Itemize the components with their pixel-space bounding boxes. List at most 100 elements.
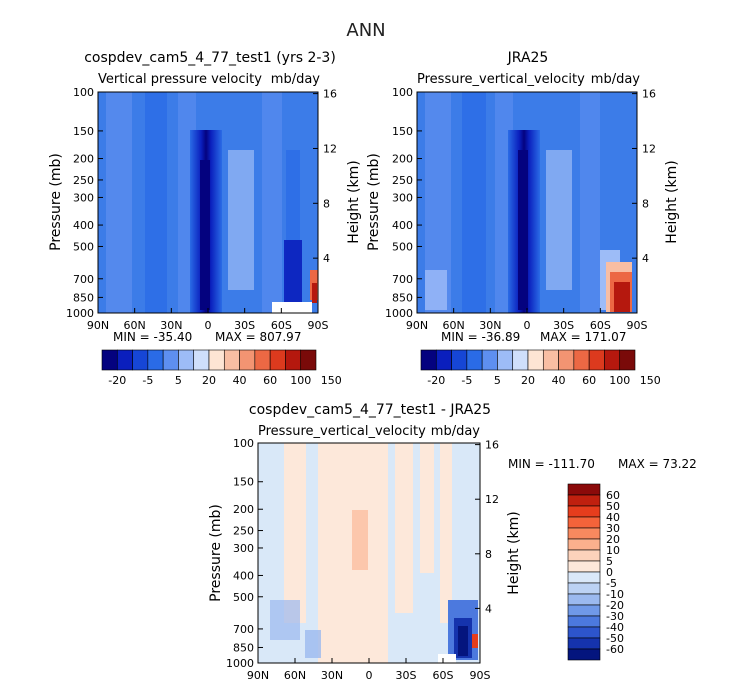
y-tick-label-right: 16	[323, 88, 337, 101]
y-tick-label: 200	[233, 503, 254, 516]
colorbar-swatch	[567, 615, 601, 628]
x-tick-label: 90S	[627, 319, 648, 332]
panel-model-yticks-right: 16 12 8 4	[313, 88, 337, 265]
x-tick-label: 30S	[396, 669, 417, 682]
colorbar-label: 40	[606, 511, 620, 524]
colorbar-swatch	[567, 560, 601, 573]
x-tick-label: 60S	[433, 669, 454, 682]
colorbar-swatch	[269, 349, 286, 371]
panel-obs-colorbar: -20 -5 5 20 40 60 100 150	[420, 349, 661, 387]
colorbar-label: 5	[606, 555, 613, 568]
y-tick-label-right: 8	[642, 197, 649, 210]
colorbar-swatch	[223, 349, 240, 371]
panel-model-max: MAX = 807.97	[215, 330, 301, 344]
colorbar-swatch	[573, 349, 590, 371]
panel-diff-min: MIN = -111.70	[508, 457, 595, 471]
colorbar-swatch	[451, 349, 468, 371]
colorbar-swatch	[567, 549, 601, 562]
panel-diff-yticks-right: 16 12 8 4	[475, 439, 499, 615]
colorbar-swatch	[567, 571, 601, 584]
y-tick-label: 700	[233, 623, 254, 636]
colorbar-label: -20	[427, 374, 445, 387]
y-tick-label: 300	[392, 191, 413, 204]
colorbar-label: 60	[606, 489, 620, 502]
x-tick-label: 60S	[271, 319, 292, 332]
y-tick-label: 700	[392, 273, 413, 286]
panel-diff-ylabel: Pressure (mb)	[208, 504, 224, 602]
x-tick-label: 30N	[321, 669, 343, 682]
y-tick-label-right: 8	[323, 197, 330, 210]
y-tick-label: 250	[233, 525, 254, 538]
panel-obs-subtitle: Pressure_vertical_velocity	[417, 72, 585, 87]
colorbar-swatch	[567, 593, 601, 606]
colorbar-label: 60	[582, 374, 596, 387]
colorbar-swatch	[567, 516, 601, 529]
x-tick-label: 60S	[590, 319, 611, 332]
colorbar-swatch	[178, 349, 195, 371]
colorbar-label: 40	[552, 374, 566, 387]
panel-obs-min: MIN = -36.89	[441, 330, 520, 344]
y-tick-label: 850	[233, 641, 254, 654]
y-tick-label-right: 4	[642, 252, 649, 265]
colorbar-label: -5	[461, 374, 472, 387]
y-tick-label: 850	[392, 291, 413, 304]
y-tick-label: 100	[233, 437, 254, 450]
y-tick-label: 150	[392, 125, 413, 138]
x-tick-label: 30N	[479, 319, 501, 332]
colorbar-label: -5	[606, 577, 617, 590]
panel-diff-ylabel-right: Height (km)	[506, 511, 522, 594]
colorbar-swatch	[619, 349, 636, 371]
y-tick-label-right: 4	[323, 252, 330, 265]
panel-obs-max: MAX = 171.07	[540, 330, 626, 344]
colorbar-swatch	[567, 505, 601, 518]
y-tick-label: 150	[233, 476, 254, 489]
colorbar-label: 100	[609, 374, 630, 387]
y-tick-label: 200	[73, 153, 94, 166]
x-tick-label: 90N	[406, 319, 428, 332]
panel-diff-subtitle: Pressure_vertical_velocity	[258, 424, 426, 439]
colorbar-label: 10	[606, 544, 620, 557]
colorbar-label: -20	[108, 374, 126, 387]
y-tick-label: 400	[392, 219, 413, 232]
colorbar-label: 20	[606, 533, 620, 546]
colorbar-label: 150	[321, 374, 342, 387]
colorbar-swatch	[567, 604, 601, 617]
y-tick-label: 850	[73, 291, 94, 304]
y-tick-label: 400	[233, 569, 254, 582]
colorbar-swatch	[512, 349, 529, 371]
panel-diff-xticks: 90N 60N 30N 0 30S 60S 90S	[247, 658, 491, 682]
colorbar-label: 20	[521, 374, 535, 387]
x-tick-label: 30S	[234, 319, 255, 332]
colorbar-swatch	[101, 349, 118, 371]
panel-obs: JRA25 Pressure_vertical_velocity mb/day …	[366, 50, 680, 387]
panel-obs-ylabel: Pressure (mb)	[366, 153, 382, 251]
panel-obs-title: JRA25	[507, 50, 549, 66]
colorbar-label: 5	[175, 374, 182, 387]
colorbar-swatch	[285, 349, 302, 371]
panel-diff-units: mb/day	[431, 424, 481, 439]
panel-model-units: mb/day	[271, 72, 321, 87]
colorbar-swatch	[567, 637, 601, 650]
panel-obs-units: mb/day	[591, 72, 641, 87]
colorbar-swatch	[481, 349, 498, 371]
colorbar-swatch	[567, 527, 601, 540]
colorbar-label: -50	[606, 632, 624, 645]
colorbar-swatch	[254, 349, 271, 371]
colorbar-swatch	[239, 349, 256, 371]
x-tick-label: 90S	[470, 669, 491, 682]
colorbar-label: 60	[263, 374, 277, 387]
x-tick-label: 0	[366, 669, 373, 682]
colorbar-swatch	[567, 494, 601, 507]
colorbar-swatch	[132, 349, 149, 371]
colorbar-label: -5	[142, 374, 153, 387]
panel-model-colorbar: -20 -5 5 20 40 60 100 150	[101, 349, 342, 387]
y-tick-label: 250	[73, 174, 94, 187]
panel-model-ylabel-right: Height (km)	[346, 160, 362, 243]
colorbar-swatch	[162, 349, 179, 371]
colorbar-swatch	[588, 349, 605, 371]
colorbar-label: 40	[233, 374, 247, 387]
panel-model: cospdev_cam5_4_77_test1 (yrs 2-3) Vertic…	[48, 50, 362, 387]
colorbar-label: -20	[606, 599, 624, 612]
x-tick-label: 0	[524, 319, 531, 332]
